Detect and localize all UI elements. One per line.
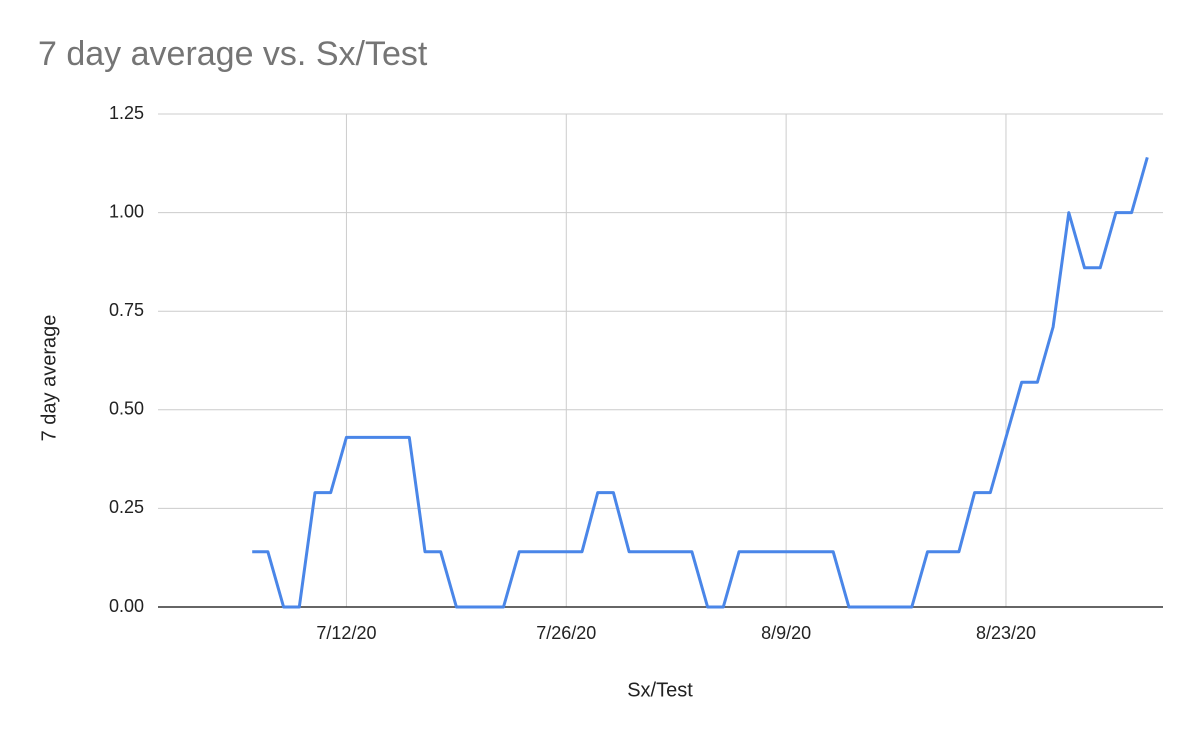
y-tick-label: 0.75 [109,300,144,320]
y-tick-label: 1.25 [109,103,144,123]
x-tick-label: 7/12/20 [316,623,376,643]
x-tick-label: 8/23/20 [976,623,1036,643]
y-tick-label: 0.50 [109,399,144,419]
x-axis-label: Sx/Test [627,679,693,701]
x-tick-label: 7/26/20 [536,623,596,643]
y-tick-label: 1.00 [109,201,144,221]
data-line [252,156,1149,609]
chart-title: 7 day average vs. Sx/Test [38,35,428,73]
y-tick-label: 0.25 [109,497,144,517]
y-axis-label: 7 day average [38,315,60,442]
x-tick-label: 8/9/20 [761,623,811,643]
y-tick-label: 0.00 [109,596,144,616]
